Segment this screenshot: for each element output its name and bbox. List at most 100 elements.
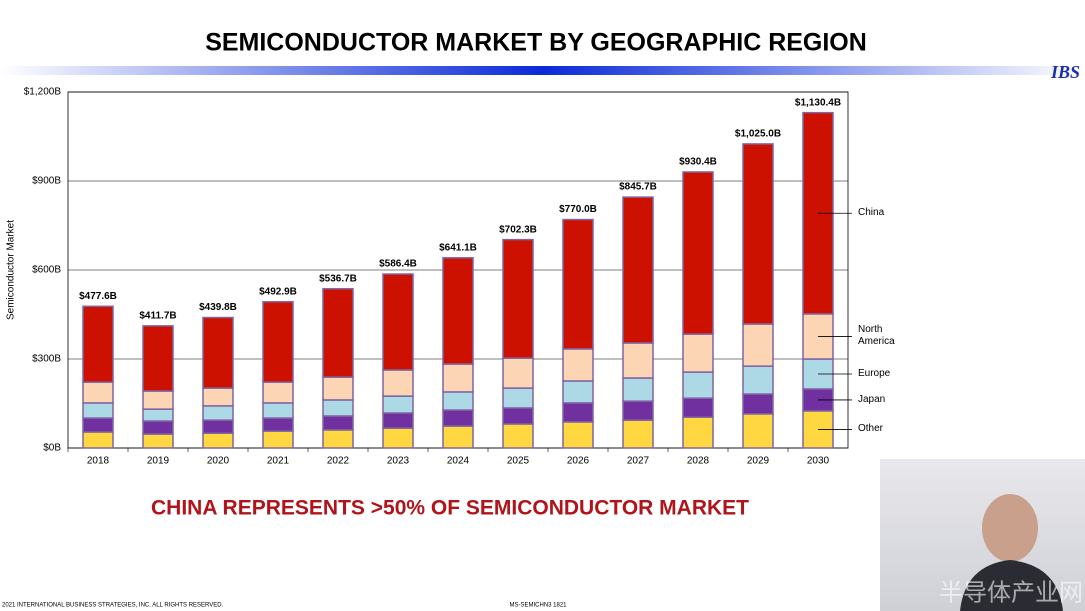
bar-segment — [502, 423, 534, 449]
bar-segment — [382, 412, 414, 429]
webcam-body — [960, 560, 1063, 611]
legend-label: Japan — [858, 393, 886, 405]
total-label: $586.4B — [379, 259, 417, 270]
bar-segment — [682, 397, 714, 418]
total-label: $702.3B — [499, 224, 537, 235]
bar-segment — [382, 427, 414, 449]
bar-segment — [682, 333, 714, 373]
bar-segment — [202, 316, 234, 389]
x-tick-label: 2022 — [327, 456, 350, 467]
total-label: $641.1B — [439, 242, 477, 253]
bar-segment — [742, 413, 774, 449]
x-tick-label: 2023 — [387, 456, 410, 467]
total-label: $477.6B — [79, 291, 117, 302]
total-label: $536.7B — [319, 273, 357, 284]
bar-segment — [502, 238, 534, 359]
bar-segment — [202, 405, 234, 421]
bar-segment — [622, 419, 654, 449]
bar-segment — [262, 430, 294, 449]
footer-center: MS-SEMICHN3 1821 — [509, 603, 567, 609]
bar-segment — [502, 407, 534, 425]
bar-segment — [442, 409, 474, 427]
total-label: $930.4B — [679, 157, 717, 168]
bar-segment — [142, 325, 174, 392]
x-tick-label: 2018 — [87, 456, 110, 467]
bar-segment — [262, 301, 294, 383]
y-tick-label: $0B — [43, 443, 61, 454]
bar-segment — [262, 402, 294, 419]
y-tick-label: $900B — [32, 176, 61, 187]
webcam-head — [982, 494, 1038, 562]
y-tick-label: $300B — [32, 354, 61, 365]
legend-label: Europe — [858, 367, 891, 379]
bar-segment — [622, 400, 654, 421]
bar-segment — [82, 431, 114, 449]
bar-segment — [142, 408, 174, 422]
bar-segment — [742, 365, 774, 395]
slide-title: SEMICONDUCTOR MARKET BY GEOGRAPHIC REGIO… — [205, 29, 867, 57]
bar-segment — [502, 357, 534, 389]
total-label: $770.0B — [559, 204, 597, 215]
x-tick-label: 2020 — [207, 456, 230, 467]
bar-segment — [262, 381, 294, 404]
bar-segment — [82, 402, 114, 419]
bar-segment — [562, 402, 594, 423]
total-label: $1,130.4B — [795, 97, 841, 108]
title-rule — [0, 66, 1085, 75]
watermark: 半导体产业网 — [939, 579, 1083, 606]
bar-segment — [562, 421, 594, 449]
x-tick-label: 2021 — [267, 456, 290, 467]
total-label: $492.9B — [259, 286, 297, 297]
bar-segment — [322, 288, 354, 378]
bar-segment — [202, 432, 234, 449]
x-tick-label: 2025 — [507, 456, 530, 467]
bar-segment — [382, 369, 414, 397]
bar-segment — [682, 371, 714, 399]
bar-segment — [562, 380, 594, 404]
bar-segment — [622, 342, 654, 379]
bar-segment — [322, 376, 354, 401]
bar-segment — [82, 417, 114, 433]
bar-segment — [322, 429, 354, 449]
bar-segment — [682, 171, 714, 335]
legend-label: China — [858, 207, 885, 219]
subtitle: CHINA REPRESENTS >50% OF SEMICONDUCTOR M… — [151, 497, 749, 520]
x-tick-label: 2019 — [147, 456, 170, 467]
bar-segment — [82, 381, 114, 404]
x-tick-label: 2027 — [627, 456, 650, 467]
bar-segment — [442, 363, 474, 393]
y-tick-label: $600B — [32, 265, 61, 276]
x-tick-label: 2030 — [807, 456, 830, 467]
total-label: $411.7B — [139, 311, 176, 322]
bar-segment — [202, 387, 234, 407]
total-label: $439.8B — [199, 302, 237, 313]
legend-label: Other — [858, 423, 884, 435]
webcam: 半导体产业网 — [880, 459, 1085, 611]
footer-left: 2021 INTERNATIONAL BUSINESS STRATEGIES, … — [2, 603, 224, 609]
bar-segment — [682, 416, 714, 449]
bar-segment — [622, 377, 654, 402]
bar-segment — [202, 419, 234, 434]
bar-segment — [742, 393, 774, 415]
bar-segment — [142, 420, 174, 435]
bar-segment — [442, 391, 474, 411]
bar-segment — [322, 415, 354, 431]
bar-segment — [142, 433, 174, 449]
y-axis-label: Semiconductor Market — [6, 220, 17, 320]
bar-segment — [442, 425, 474, 449]
logo: IBS — [1050, 62, 1080, 82]
bar-segment — [382, 273, 414, 371]
bar-segment — [82, 305, 114, 383]
x-tick-label: 2029 — [747, 456, 770, 467]
bar-segment — [262, 417, 294, 432]
total-label: $1,025.0B — [735, 129, 781, 140]
bar-segment — [742, 323, 774, 367]
bar-segment — [742, 143, 774, 325]
x-tick-label: 2028 — [687, 456, 710, 467]
x-tick-label: 2024 — [447, 456, 470, 467]
bar-segment — [562, 218, 594, 350]
bar-segment — [322, 399, 354, 417]
bar-segment — [382, 395, 414, 414]
bar-segment — [562, 348, 594, 382]
